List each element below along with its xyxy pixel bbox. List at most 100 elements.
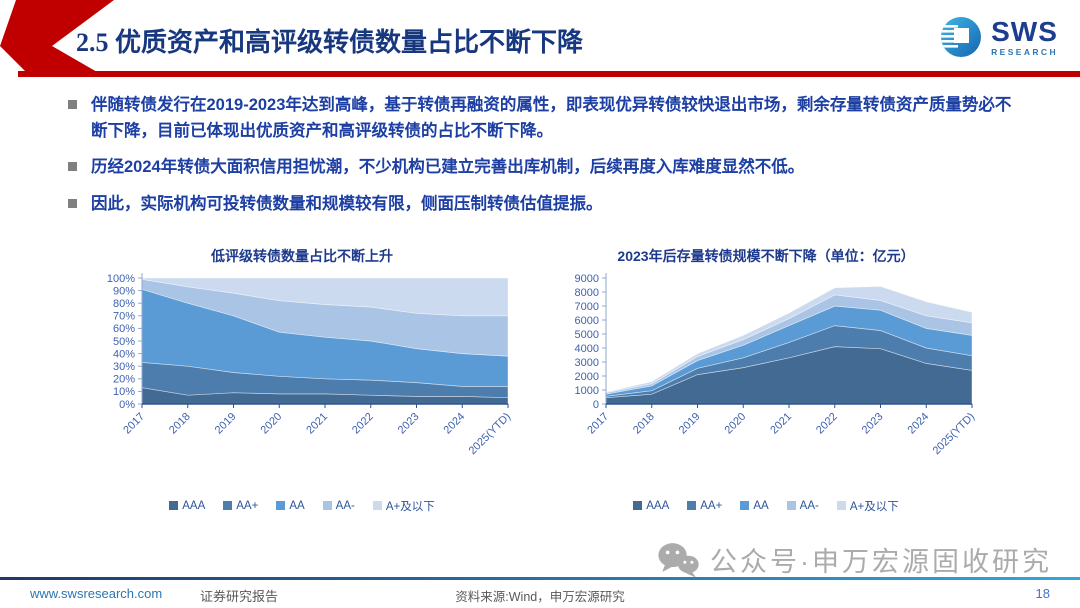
legend-swatch-icon [836,501,846,510]
bullet-text: 因此，实际机构可投转债数量和规模较有限，侧面压制转债估值提振。 [91,194,603,213]
legend-swatch-icon [276,501,286,510]
bullet-item: 因此，实际机构可投转债数量和规模较有限，侧面压制转债估值提振。 [68,192,1023,218]
legend-swatch-icon [223,501,233,510]
svg-text:0: 0 [593,399,599,411]
svg-text:90%: 90% [113,285,135,297]
slide-footer: www.swsresearch.com 证券研究报告 资料来源:Wind，申万宏… [0,583,1080,605]
legend-item: A+及以下 [836,498,899,514]
red-chevron-icon [0,0,114,76]
page-title: 2.5 优质资产和高评级转债数量占比不断下降 [76,28,584,57]
svg-text:8000: 8000 [575,287,599,299]
bullet-square-icon [68,100,77,109]
svg-text:60%: 60% [113,323,135,335]
svg-text:2017: 2017 [121,411,147,437]
chart-title: 2023年后存量转债规模不断下降（单位：亿元） [617,248,915,264]
svg-text:30%: 30% [113,361,135,373]
watermark-text: 公众号·申万宏源固收研究 [710,547,1052,577]
svg-text:2022: 2022 [350,411,376,437]
svg-text:2024: 2024 [442,411,468,437]
legend-item: AA+ [687,500,722,512]
svg-text:4000: 4000 [575,343,599,355]
bullet-item: 历经2024年转债大面积信用担忧潮，不少机构已建立完善出库机制，后续再度入库难度… [68,155,1023,181]
legend-label: AA [753,499,769,512]
legend-label: AAA [646,499,670,512]
svg-text:9000: 9000 [575,273,599,285]
legend-label: AA+ [700,499,723,512]
legend-item: AA [276,499,305,512]
bullet-text: 历经2024年转债大面积信用担忧潮，不少机构已建立完善出库机制，后续再度入库难度… [91,158,805,177]
logo-subtitle: RESEARCH [991,46,1058,57]
svg-text:100%: 100% [107,273,135,285]
legend-item: A+及以下 [372,498,435,514]
slide-header: 2.5 优质资产和高评级转债数量占比不断下降 [0,0,1080,80]
svg-text:6000: 6000 [575,315,599,327]
svg-text:2021: 2021 [304,411,330,437]
footer-website-link[interactable]: www.swsresearch.com [30,586,163,601]
bullet-list: 伴随转债发行在2019-2023年达到高峰，基于转债再融资的属性，即表现优异转债… [68,93,1023,228]
legend-swatch-icon [687,501,697,510]
logo-text: SWS RESEARCH [991,15,1058,57]
svg-text:3000: 3000 [575,357,599,369]
svg-text:2019: 2019 [677,411,703,437]
legend-item: AAA [633,500,669,512]
logo-brand: SWS [991,15,1058,47]
stacked-area-chart: 0 1000 2000 3000 4000 5000 6000 7000 8000 9000 201… [575,273,978,458]
svg-text:50%: 50% [113,336,135,348]
bullet-square-icon [68,162,77,172]
bullet-text: 伴随转债发行在2019-2023年达到高峰，基于转债再融资的属性，即表现优异转债… [91,96,1012,140]
legend-label: A+及以下 [849,500,899,513]
legend-swatch-icon [740,501,750,510]
chart-low-rating-share: 低评级转债数量占比不断上升 0% 10% 20% 30% 40% 50% 60% 70% 80%… [84,246,520,515]
legend-label: A+及以下 [385,500,435,513]
svg-text:40%: 40% [113,348,135,360]
svg-text:70%: 70% [113,311,135,323]
legend-swatch-icon [786,501,796,510]
legend-swatch-icon [322,501,332,510]
legend-label: AA- [799,499,819,512]
legend-swatch-icon [169,501,179,510]
svg-text:2022: 2022 [814,411,840,437]
svg-text:2018: 2018 [167,411,193,437]
legend-label: AA- [335,499,355,512]
svg-text:0%: 0% [119,399,135,411]
footer-divider [0,577,1080,580]
svg-text:2017: 2017 [585,411,611,437]
legend-item: AAA [169,500,205,512]
svg-text:2023: 2023 [860,411,886,437]
svg-text:2019: 2019 [213,411,239,437]
legend-swatch-icon [633,501,643,510]
svg-text:5000: 5000 [575,329,599,341]
footer-report-type: 证券研究报告 [200,589,279,604]
svg-text:2025(YTD): 2025(YTD) [467,411,514,458]
legend-swatch-icon [372,501,382,510]
footer-source: 资料来源:Wind，申万宏源研究 [455,590,625,604]
bullet-item: 伴随转债发行在2019-2023年达到高峰，基于转债再融资的属性，即表现优异转债… [68,93,1023,144]
svg-text:20%: 20% [113,374,135,386]
svg-text:2018: 2018 [631,411,657,437]
legend-item: AA+ [223,500,258,512]
header-underline [18,71,1080,77]
legend-item: AA- [786,499,819,512]
svg-text:2020: 2020 [723,411,749,437]
svg-text:2024: 2024 [906,411,932,437]
legend-label: AAA [182,499,206,512]
svg-text:80%: 80% [113,298,135,310]
svg-text:1000: 1000 [575,385,599,397]
legend-item: AA- [322,499,355,512]
svg-text:10%: 10% [113,386,135,398]
sws-globe-icon [941,17,982,57]
wechat-watermark: 公众号·申万宏源固收研究 [656,540,1052,579]
svg-text:2023: 2023 [396,411,422,437]
legend-label: AA [289,499,305,512]
sws-logo: SWS RESEARCH [938,14,1058,60]
stacked-area-chart: 0%10%20%30%40%50%60%70%80%90%100% 2017 201… [107,273,514,458]
svg-text:2020: 2020 [259,411,285,437]
chart-legend: AAA AA+ AA AA- A+及以下 [548,497,984,515]
chart-title: 低评级转债数量占比不断上升 [211,248,393,264]
chart-legend: AAA AA+ AA AA- A+及以下 [84,497,520,515]
svg-text:2021: 2021 [768,411,794,437]
svg-text:2025(YTD): 2025(YTD) [931,411,978,458]
footer-page-number: 18 [1035,586,1050,601]
svg-text:2000: 2000 [575,371,599,383]
